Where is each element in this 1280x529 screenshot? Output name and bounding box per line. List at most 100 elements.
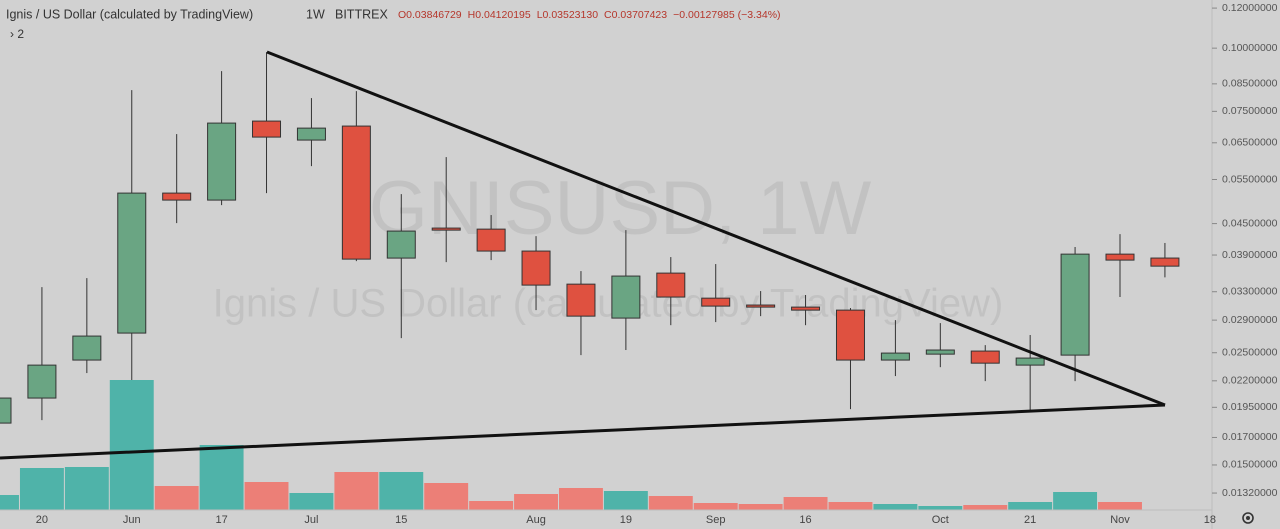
candle-body (970, 350, 1000, 364)
x-tick-label: Nov (1110, 514, 1130, 526)
y-tick-label: 0.07500000 (1222, 105, 1278, 117)
candle-body (566, 283, 596, 317)
volume-bar (109, 380, 154, 510)
watermark-symbol: GNISUSD, 1W (369, 166, 872, 251)
candle-body (252, 120, 282, 138)
indicators-toggle[interactable]: › 2 (10, 27, 24, 41)
volume-bar (0, 495, 19, 510)
candle-body (296, 127, 326, 141)
drawings (0, 50, 1166, 460)
x-tick-label: Aug (526, 514, 546, 526)
candle-body (746, 304, 776, 308)
candle-body (611, 275, 641, 319)
symbol-title: Ignis / US Dollar (calculated by Trading… (6, 7, 253, 21)
y-tick-label: 0.03900000 (1222, 249, 1278, 261)
volume-bar (693, 503, 738, 510)
y-tick-label: 0.01500000 (1222, 459, 1278, 471)
candle-body (1015, 357, 1045, 366)
y-tick-label: 0.04500000 (1222, 217, 1278, 229)
volume-bar (19, 468, 64, 510)
y-tick-label: 0.01700000 (1222, 431, 1278, 443)
settings-icon[interactable] (1242, 512, 1254, 524)
x-tick-label: 18 (1204, 514, 1216, 526)
axes: 0.12000000 0.10000000 0.08500000 0.07500000… (36, 2, 1278, 526)
legend-value: C0.03707423 (604, 9, 667, 21)
candle-body (521, 250, 551, 286)
candle-body (207, 122, 237, 201)
volume-bar (244, 482, 289, 510)
header: Ignis / US Dollar (calculated by Trading… (6, 7, 781, 41)
x-tick-label: 17 (215, 514, 227, 526)
x-tick-label: Oct (932, 514, 949, 526)
interval: 1W (306, 7, 325, 21)
x-tick-label: 21 (1024, 514, 1036, 526)
candle-body (72, 335, 102, 361)
candle-body (1060, 253, 1090, 356)
volume-bar (469, 501, 514, 510)
y-tick-label: 0.02500000 (1222, 347, 1278, 359)
volume-bar (514, 494, 558, 510)
candle-body (27, 364, 57, 399)
volume-bar (64, 467, 109, 510)
candle-body (431, 227, 461, 231)
volume-bar (828, 502, 873, 510)
x-tick-label: 16 (799, 514, 811, 526)
y-tick-label: 0.02200000 (1222, 375, 1278, 387)
y-tick-label: 0.01320000 (1222, 487, 1278, 499)
y-tick-label: 0.10000000 (1222, 42, 1278, 54)
y-tick-label: 0.12000000 (1222, 2, 1278, 14)
y-tick-label: 0.05500000 (1222, 173, 1278, 185)
candle-layer (0, 52, 1180, 424)
candle-body (1150, 257, 1180, 267)
candle-body (1105, 253, 1135, 261)
legend-value: −0.00127985 (−3.34%) (673, 9, 780, 21)
volume-bar (1098, 502, 1142, 510)
y-tick-label: 0.08500000 (1222, 78, 1278, 90)
volume-bar (963, 505, 1008, 510)
volume-bar (1008, 502, 1053, 510)
y-tick-label: 0.06500000 (1222, 137, 1278, 149)
candle-body (880, 352, 910, 361)
volume-bar (154, 486, 199, 510)
volume-bar (783, 497, 828, 510)
candle-body (162, 192, 192, 201)
candle-body (341, 125, 371, 260)
trend-line (0, 403, 1166, 460)
x-tick-label: 15 (395, 514, 407, 526)
volume-bar (289, 493, 334, 510)
volume-bar (873, 504, 918, 510)
candle-body (835, 309, 865, 361)
volume-bar (379, 472, 424, 510)
volume-bar (918, 506, 963, 510)
candle-body (791, 306, 821, 311)
candle-body (386, 230, 416, 259)
candle-body (476, 228, 506, 252)
volume-layer (0, 380, 1142, 510)
volume-bar (648, 496, 693, 510)
candle-body (117, 192, 147, 334)
exchange: BITTREX (335, 7, 388, 21)
volume-bar (199, 445, 244, 510)
x-tick-label: 19 (620, 514, 632, 526)
candle-body (701, 297, 731, 307)
volume-bar (334, 472, 379, 510)
trend-line (266, 50, 1166, 407)
y-tick-label: 0.02900000 (1222, 314, 1278, 326)
x-tick-label: Sep (706, 514, 726, 526)
candle-body (0, 397, 12, 424)
volume-bar (603, 491, 648, 510)
volume-bar (1053, 492, 1098, 510)
x-tick-label: Jul (304, 514, 318, 526)
y-tick-label: 0.03300000 (1222, 286, 1278, 298)
candle-body (656, 272, 686, 298)
volume-bar (424, 483, 469, 510)
y-tick-label: 0.01950000 (1222, 401, 1278, 413)
volume-bar (559, 488, 603, 510)
candle-body (925, 349, 955, 355)
watermark-title: Ignis / US Dollar (calculated by Trading… (213, 282, 1004, 326)
legend-value: L0.03523130 (537, 9, 598, 21)
legend-value: H0.04120195 (468, 9, 531, 21)
x-tick-label: Jun (123, 514, 141, 526)
